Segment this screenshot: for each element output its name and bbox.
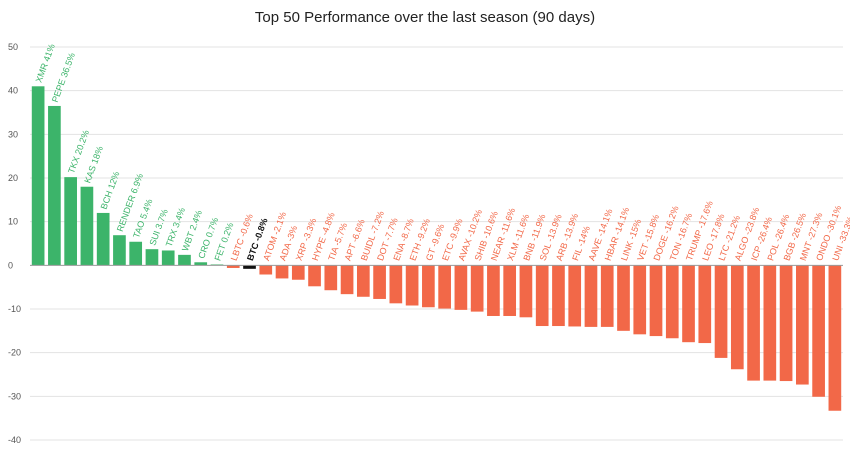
- bar: [763, 265, 777, 381]
- bar: [454, 265, 468, 310]
- bar: [665, 265, 679, 339]
- bar: [129, 241, 143, 266]
- bar: [243, 265, 256, 269]
- y-tick-label: -30: [8, 391, 21, 401]
- bar: [80, 186, 94, 266]
- bar: [113, 235, 126, 266]
- y-tick-label: 50: [8, 42, 18, 52]
- bar: [64, 177, 77, 266]
- bar: [275, 265, 289, 279]
- bar: [308, 265, 321, 287]
- bar: [812, 265, 825, 397]
- bar: [145, 249, 159, 266]
- bar: [96, 212, 110, 266]
- bar: [552, 265, 565, 327]
- y-tick-label: 0: [8, 260, 13, 270]
- bar: [747, 265, 760, 381]
- bar: [422, 265, 435, 308]
- bar: [194, 262, 208, 266]
- bar-label: BCH 12%: [99, 170, 122, 211]
- bar: [389, 265, 403, 304]
- bar: [779, 265, 793, 382]
- bar: [714, 265, 728, 358]
- chart-title: Top 50 Performance over the last season …: [254, 9, 596, 26]
- bar: [31, 86, 45, 266]
- bar: [649, 265, 663, 337]
- bar: [178, 254, 191, 266]
- y-tick-label: -20: [8, 348, 21, 358]
- bar: [373, 265, 386, 299]
- bar: [698, 265, 712, 344]
- bar: [584, 265, 598, 327]
- y-tick-label: 30: [8, 129, 18, 139]
- y-tick-label: -40: [8, 435, 21, 445]
- bar-label: PEPE 36.5%: [50, 51, 77, 103]
- bar: [682, 265, 695, 343]
- bar: [519, 265, 533, 318]
- bar: [503, 265, 517, 316]
- bar: [600, 265, 614, 327]
- bar: [161, 250, 175, 266]
- bar: [48, 105, 61, 266]
- bar: [259, 265, 273, 275]
- y-tick-label: 10: [8, 217, 18, 227]
- bar: [796, 265, 809, 385]
- bar: [405, 265, 419, 306]
- bar: [487, 265, 500, 316]
- y-tick-label: 20: [8, 173, 18, 183]
- y-tick-label: -10: [8, 304, 21, 314]
- bar: [340, 265, 354, 295]
- bar: [470, 265, 484, 312]
- bar: [438, 265, 451, 309]
- bar-label: XMR 41%: [34, 42, 57, 83]
- bar: [226, 265, 240, 268]
- bar: [568, 265, 582, 327]
- bar: [730, 265, 744, 370]
- bar: [617, 265, 630, 331]
- bar: [324, 265, 338, 291]
- bar: [356, 265, 370, 297]
- y-tick-label: 40: [8, 86, 18, 96]
- bar: [535, 265, 549, 327]
- bar: [633, 265, 647, 335]
- bar: [291, 265, 305, 280]
- bar: [828, 265, 842, 411]
